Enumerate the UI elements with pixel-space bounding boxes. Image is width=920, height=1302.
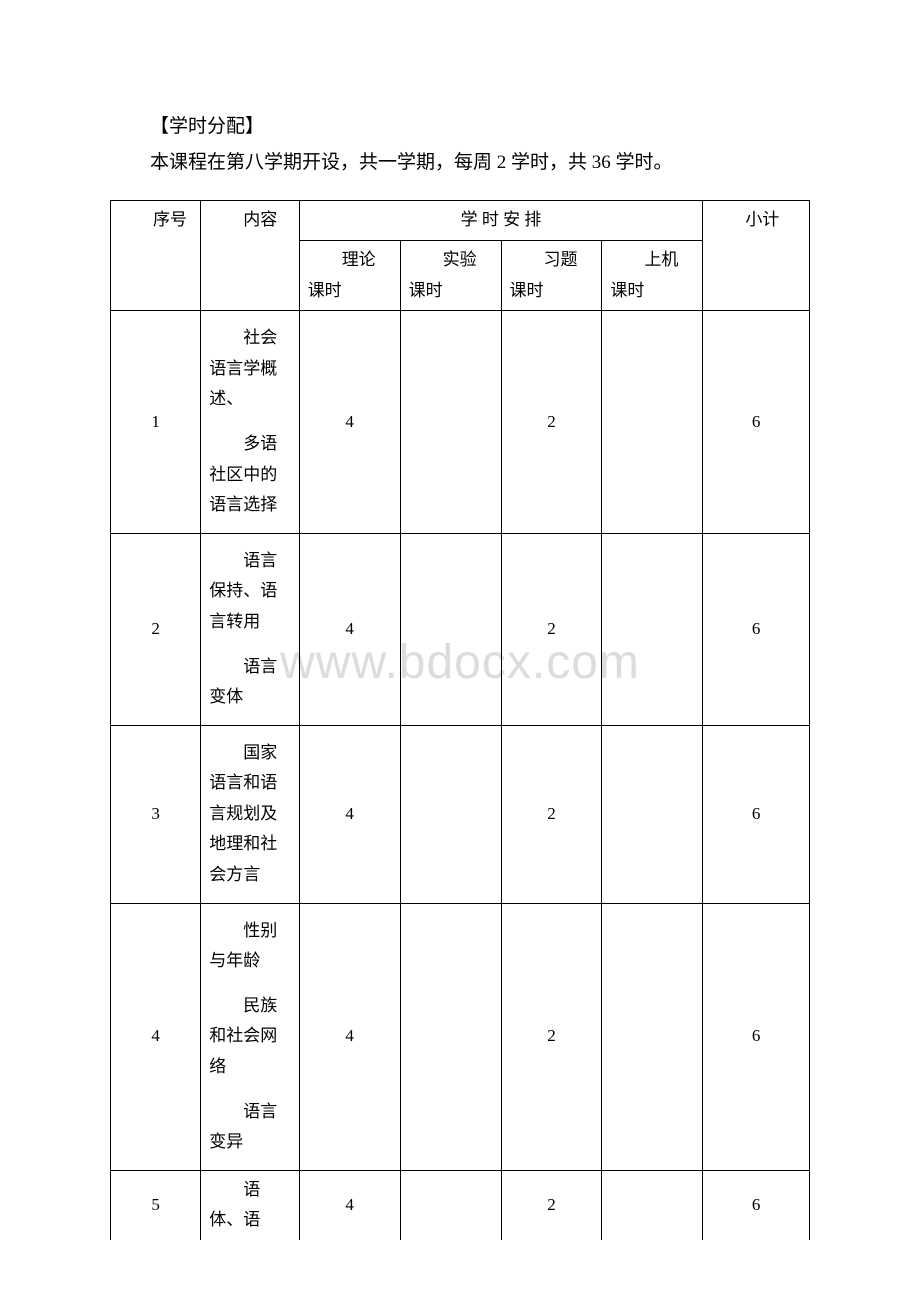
row-subtotal: 6 <box>703 311 810 534</box>
row-theory: 4 <box>299 533 400 725</box>
header-experiment: 实验课时 <box>400 240 501 310</box>
header-experiment-label: 实验课时 <box>409 245 493 306</box>
row-subtotal: 6 <box>703 903 810 1170</box>
row-theory: 4 <box>299 1170 400 1240</box>
table-row: 3国家语言和语言规划及地理和社会方言426 <box>111 725 810 903</box>
row-content: 语言保持、语言转用语言变体 <box>201 533 299 725</box>
table-wrapper: 序号 内容 学 时 安 排 小计 理论课时 实验课时 习题课时 上机课时 <box>110 200 810 1240</box>
section-title: 【学时分配】 <box>150 110 810 144</box>
row-content: 性别与年龄民族和社会网络语言变异 <box>201 903 299 1170</box>
content-paragraph: 语言保持、语言转用 <box>209 546 290 638</box>
row-exercise: 2 <box>501 533 602 725</box>
header-theory: 理论课时 <box>299 240 400 310</box>
row-seq: 2 <box>111 533 201 725</box>
row-theory: 4 <box>299 725 400 903</box>
row-seq: 1 <box>111 311 201 534</box>
row-content: 社会语言学概述、多语社区中的语言选择 <box>201 311 299 534</box>
row-theory: 4 <box>299 311 400 534</box>
header-seq-label: 序号 <box>119 205 192 236</box>
content-paragraph: 语体、语 <box>209 1175 290 1236</box>
row-subtotal: 6 <box>703 725 810 903</box>
row-seq: 5 <box>111 1170 201 1240</box>
header-seq: 序号 <box>111 201 201 311</box>
row-seq: 4 <box>111 903 201 1170</box>
content-paragraph: 民族和社会网络 <box>209 991 290 1083</box>
intro-section: 【学时分配】 本课程在第八学期开设，共一学期，每周 2 学时，共 36 学时。 <box>110 110 810 180</box>
row-exercise: 2 <box>501 725 602 903</box>
content-paragraph: 语言变体 <box>209 652 290 713</box>
content-paragraph: 社会语言学概述、 <box>209 323 290 415</box>
row-experiment <box>400 533 501 725</box>
content-paragraph: 国家语言和语言规划及地理和社会方言 <box>209 738 290 891</box>
header-computer: 上机课时 <box>602 240 703 310</box>
row-seq: 3 <box>111 725 201 903</box>
header-theory-label: 理论课时 <box>308 245 392 306</box>
row-exercise: 2 <box>501 903 602 1170</box>
row-experiment <box>400 903 501 1170</box>
header-subtotal: 小计 <box>703 201 810 311</box>
header-exercise: 习题课时 <box>501 240 602 310</box>
table-row: 1社会语言学概述、多语社区中的语言选择426 <box>111 311 810 534</box>
header-subtotal-label: 小计 <box>711 205 801 236</box>
content-paragraph: 多语社区中的语言选择 <box>209 429 290 521</box>
row-computer <box>602 533 703 725</box>
row-exercise: 2 <box>501 1170 602 1240</box>
row-computer <box>602 1170 703 1240</box>
table-header-row-1: 序号 内容 学 时 安 排 小计 <box>111 201 810 241</box>
row-computer <box>602 311 703 534</box>
table-row: 4性别与年龄民族和社会网络语言变异426 <box>111 903 810 1170</box>
hours-allocation-table: 序号 内容 学 时 安 排 小计 理论课时 实验课时 习题课时 上机课时 <box>110 200 810 1240</box>
row-content: 国家语言和语言规划及地理和社会方言 <box>201 725 299 903</box>
content-paragraph: 语言变异 <box>209 1097 290 1158</box>
table-row: 5语体、语4 2 6 <box>111 1170 810 1240</box>
row-experiment <box>400 725 501 903</box>
row-computer <box>602 725 703 903</box>
intro-text: 本课程在第八学期开设，共一学期，每周 2 学时，共 36 学时。 <box>150 146 810 180</box>
header-content: 内容 <box>201 201 299 311</box>
table-row: 2语言保持、语言转用语言变体426 <box>111 533 810 725</box>
header-arrangement: 学 时 安 排 <box>299 201 703 241</box>
header-content-label: 内容 <box>209 205 290 236</box>
row-experiment <box>400 1170 501 1240</box>
row-experiment <box>400 311 501 534</box>
row-subtotal: 6 <box>703 533 810 725</box>
row-content: 语体、语 <box>201 1170 299 1240</box>
header-computer-label: 上机课时 <box>610 245 694 306</box>
row-theory: 4 <box>299 903 400 1170</box>
row-subtotal: 6 <box>703 1170 810 1240</box>
row-computer <box>602 903 703 1170</box>
content-paragraph: 性别与年龄 <box>209 916 290 977</box>
row-exercise: 2 <box>501 311 602 534</box>
header-exercise-label: 习题课时 <box>510 245 594 306</box>
